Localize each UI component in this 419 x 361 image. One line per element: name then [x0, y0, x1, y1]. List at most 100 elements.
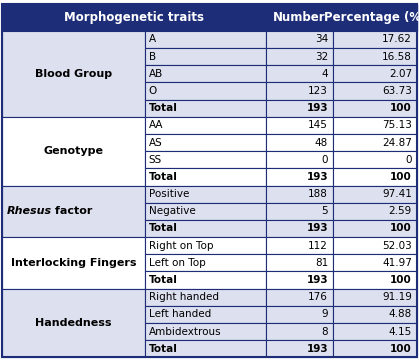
Bar: [2, 31, 145, 117]
Bar: [333, 220, 417, 237]
Text: 123: 123: [308, 86, 328, 96]
Bar: [145, 306, 266, 323]
Text: 4: 4: [321, 69, 328, 79]
Bar: [145, 117, 266, 134]
Text: 32: 32: [315, 52, 328, 62]
Bar: [145, 168, 266, 186]
Text: 100: 100: [390, 275, 412, 285]
Text: 100: 100: [390, 223, 412, 234]
Bar: [333, 48, 417, 65]
Text: Interlocking Fingers: Interlocking Fingers: [10, 258, 136, 268]
Bar: [266, 168, 333, 186]
Text: 41.97: 41.97: [382, 258, 412, 268]
Text: AB: AB: [149, 69, 163, 79]
Text: factor: factor: [52, 206, 93, 216]
Bar: [266, 48, 333, 65]
Text: 4.88: 4.88: [389, 309, 412, 319]
Text: 193: 193: [306, 103, 328, 113]
Bar: [2, 186, 145, 237]
Bar: [266, 82, 333, 100]
Text: Genotype: Genotype: [43, 146, 103, 156]
Text: 176: 176: [308, 292, 328, 302]
Text: Negative: Negative: [149, 206, 196, 216]
Text: 100: 100: [390, 344, 412, 354]
Text: Total: Total: [149, 172, 178, 182]
Text: Positive: Positive: [149, 189, 189, 199]
Text: 2.59: 2.59: [389, 206, 412, 216]
Bar: [2, 4, 417, 31]
Bar: [266, 254, 333, 271]
Bar: [266, 306, 333, 323]
Text: Total: Total: [149, 223, 178, 234]
Bar: [145, 48, 266, 65]
Text: 16.58: 16.58: [382, 52, 412, 62]
Bar: [333, 151, 417, 168]
Text: 193: 193: [306, 223, 328, 234]
Text: Left handed: Left handed: [149, 309, 211, 319]
Text: 97.41: 97.41: [382, 189, 412, 199]
Bar: [333, 237, 417, 254]
Bar: [266, 134, 333, 151]
Bar: [266, 151, 333, 168]
Text: 24.87: 24.87: [382, 138, 412, 148]
Text: 112: 112: [308, 241, 328, 251]
Text: 5: 5: [321, 206, 328, 216]
Bar: [333, 289, 417, 306]
Text: 2.07: 2.07: [389, 69, 412, 79]
Text: 75.13: 75.13: [382, 120, 412, 130]
Bar: [145, 271, 266, 289]
Bar: [333, 254, 417, 271]
Bar: [333, 65, 417, 82]
Bar: [145, 65, 266, 82]
Text: Total: Total: [149, 344, 178, 354]
Text: 0: 0: [405, 155, 412, 165]
Text: Blood Group: Blood Group: [35, 69, 112, 79]
Text: 193: 193: [306, 275, 328, 285]
Text: Ambidextrous: Ambidextrous: [149, 327, 221, 336]
Bar: [145, 323, 266, 340]
Text: Right handed: Right handed: [149, 292, 219, 302]
Bar: [266, 289, 333, 306]
Text: Right on Top: Right on Top: [149, 241, 213, 251]
Bar: [333, 134, 417, 151]
Text: A: A: [149, 34, 156, 44]
Bar: [333, 117, 417, 134]
Text: 100: 100: [390, 103, 412, 113]
Bar: [333, 82, 417, 100]
Text: Percentage (%): Percentage (%): [324, 11, 419, 24]
Bar: [333, 186, 417, 203]
Text: 48: 48: [315, 138, 328, 148]
Text: 52.03: 52.03: [382, 241, 412, 251]
Text: AS: AS: [149, 138, 163, 148]
Bar: [2, 117, 145, 186]
Bar: [266, 220, 333, 237]
Text: SS: SS: [149, 155, 162, 165]
Text: O: O: [149, 86, 157, 96]
Text: 17.62: 17.62: [382, 34, 412, 44]
Bar: [145, 186, 266, 203]
Bar: [266, 31, 333, 48]
Bar: [145, 289, 266, 306]
Bar: [266, 271, 333, 289]
Text: Morphogenetic traits: Morphogenetic traits: [64, 11, 204, 24]
Bar: [333, 203, 417, 220]
Bar: [145, 134, 266, 151]
Bar: [333, 31, 417, 48]
Bar: [2, 289, 145, 357]
Bar: [333, 100, 417, 117]
Text: 100: 100: [390, 172, 412, 182]
Text: 34: 34: [315, 34, 328, 44]
Text: 81: 81: [315, 258, 328, 268]
Bar: [266, 100, 333, 117]
Text: 193: 193: [306, 172, 328, 182]
Text: AA: AA: [149, 120, 163, 130]
Bar: [266, 186, 333, 203]
Bar: [145, 100, 266, 117]
Bar: [145, 82, 266, 100]
Text: 91.19: 91.19: [382, 292, 412, 302]
Text: 63.73: 63.73: [382, 86, 412, 96]
Text: Rhesus: Rhesus: [6, 206, 52, 216]
Bar: [266, 323, 333, 340]
Bar: [266, 203, 333, 220]
Bar: [145, 31, 266, 48]
